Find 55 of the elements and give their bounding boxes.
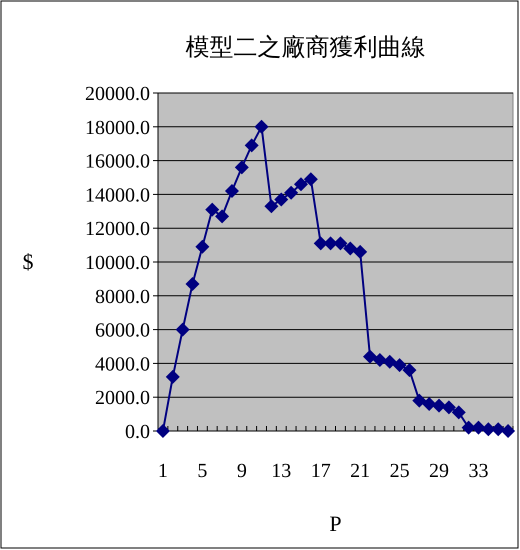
point xyxy=(284,186,298,200)
point xyxy=(215,209,230,224)
point xyxy=(372,353,387,368)
point xyxy=(382,354,397,369)
ytick: 0.0 xyxy=(125,421,150,443)
ytick: 6000.0 xyxy=(95,320,150,342)
point xyxy=(363,350,378,364)
xtick: 33 xyxy=(468,460,488,482)
xtick: 17 xyxy=(310,460,331,482)
point xyxy=(264,199,278,214)
point xyxy=(304,172,318,186)
xtick: 1 xyxy=(158,460,168,482)
point xyxy=(343,241,358,256)
xtick: 5 xyxy=(197,460,208,482)
ytick: 8000.0 xyxy=(95,286,150,308)
point xyxy=(156,424,170,438)
point xyxy=(353,244,368,259)
point xyxy=(234,160,249,174)
point xyxy=(166,370,180,384)
point xyxy=(491,422,506,436)
point xyxy=(392,358,407,372)
point xyxy=(481,422,496,436)
point xyxy=(186,276,200,291)
ytick: 16000.0 xyxy=(85,150,150,173)
point xyxy=(402,363,416,378)
ylabel: $ xyxy=(22,249,34,274)
point xyxy=(432,398,446,413)
point xyxy=(274,192,288,206)
xtick: 29 xyxy=(429,460,450,482)
ytick: 10000.0 xyxy=(85,252,150,274)
point xyxy=(412,394,426,408)
point xyxy=(422,396,436,411)
ytick: 20000.0 xyxy=(85,83,150,105)
xtick: 13 xyxy=(271,460,292,482)
point xyxy=(294,177,308,192)
point xyxy=(195,240,210,254)
point xyxy=(176,322,190,337)
ytick: 12000.0 xyxy=(85,218,150,240)
xtick: 9 xyxy=(236,460,247,482)
point xyxy=(205,202,220,217)
point xyxy=(254,120,269,134)
point xyxy=(501,424,516,438)
point xyxy=(244,138,259,152)
point xyxy=(314,236,328,250)
point xyxy=(442,400,456,414)
point xyxy=(452,405,466,420)
ytick: 14000.0 xyxy=(85,184,150,206)
xtick: 25 xyxy=(390,460,410,482)
ytick: 4000.0 xyxy=(95,353,150,376)
ytick: 2000.0 xyxy=(95,387,150,410)
xtick: 21 xyxy=(350,460,370,482)
ytick: 18000.0 xyxy=(85,116,150,139)
title: 模型二之廠商獲利曲線 xyxy=(186,35,426,61)
xlabel: P xyxy=(329,511,342,536)
point xyxy=(224,184,239,198)
